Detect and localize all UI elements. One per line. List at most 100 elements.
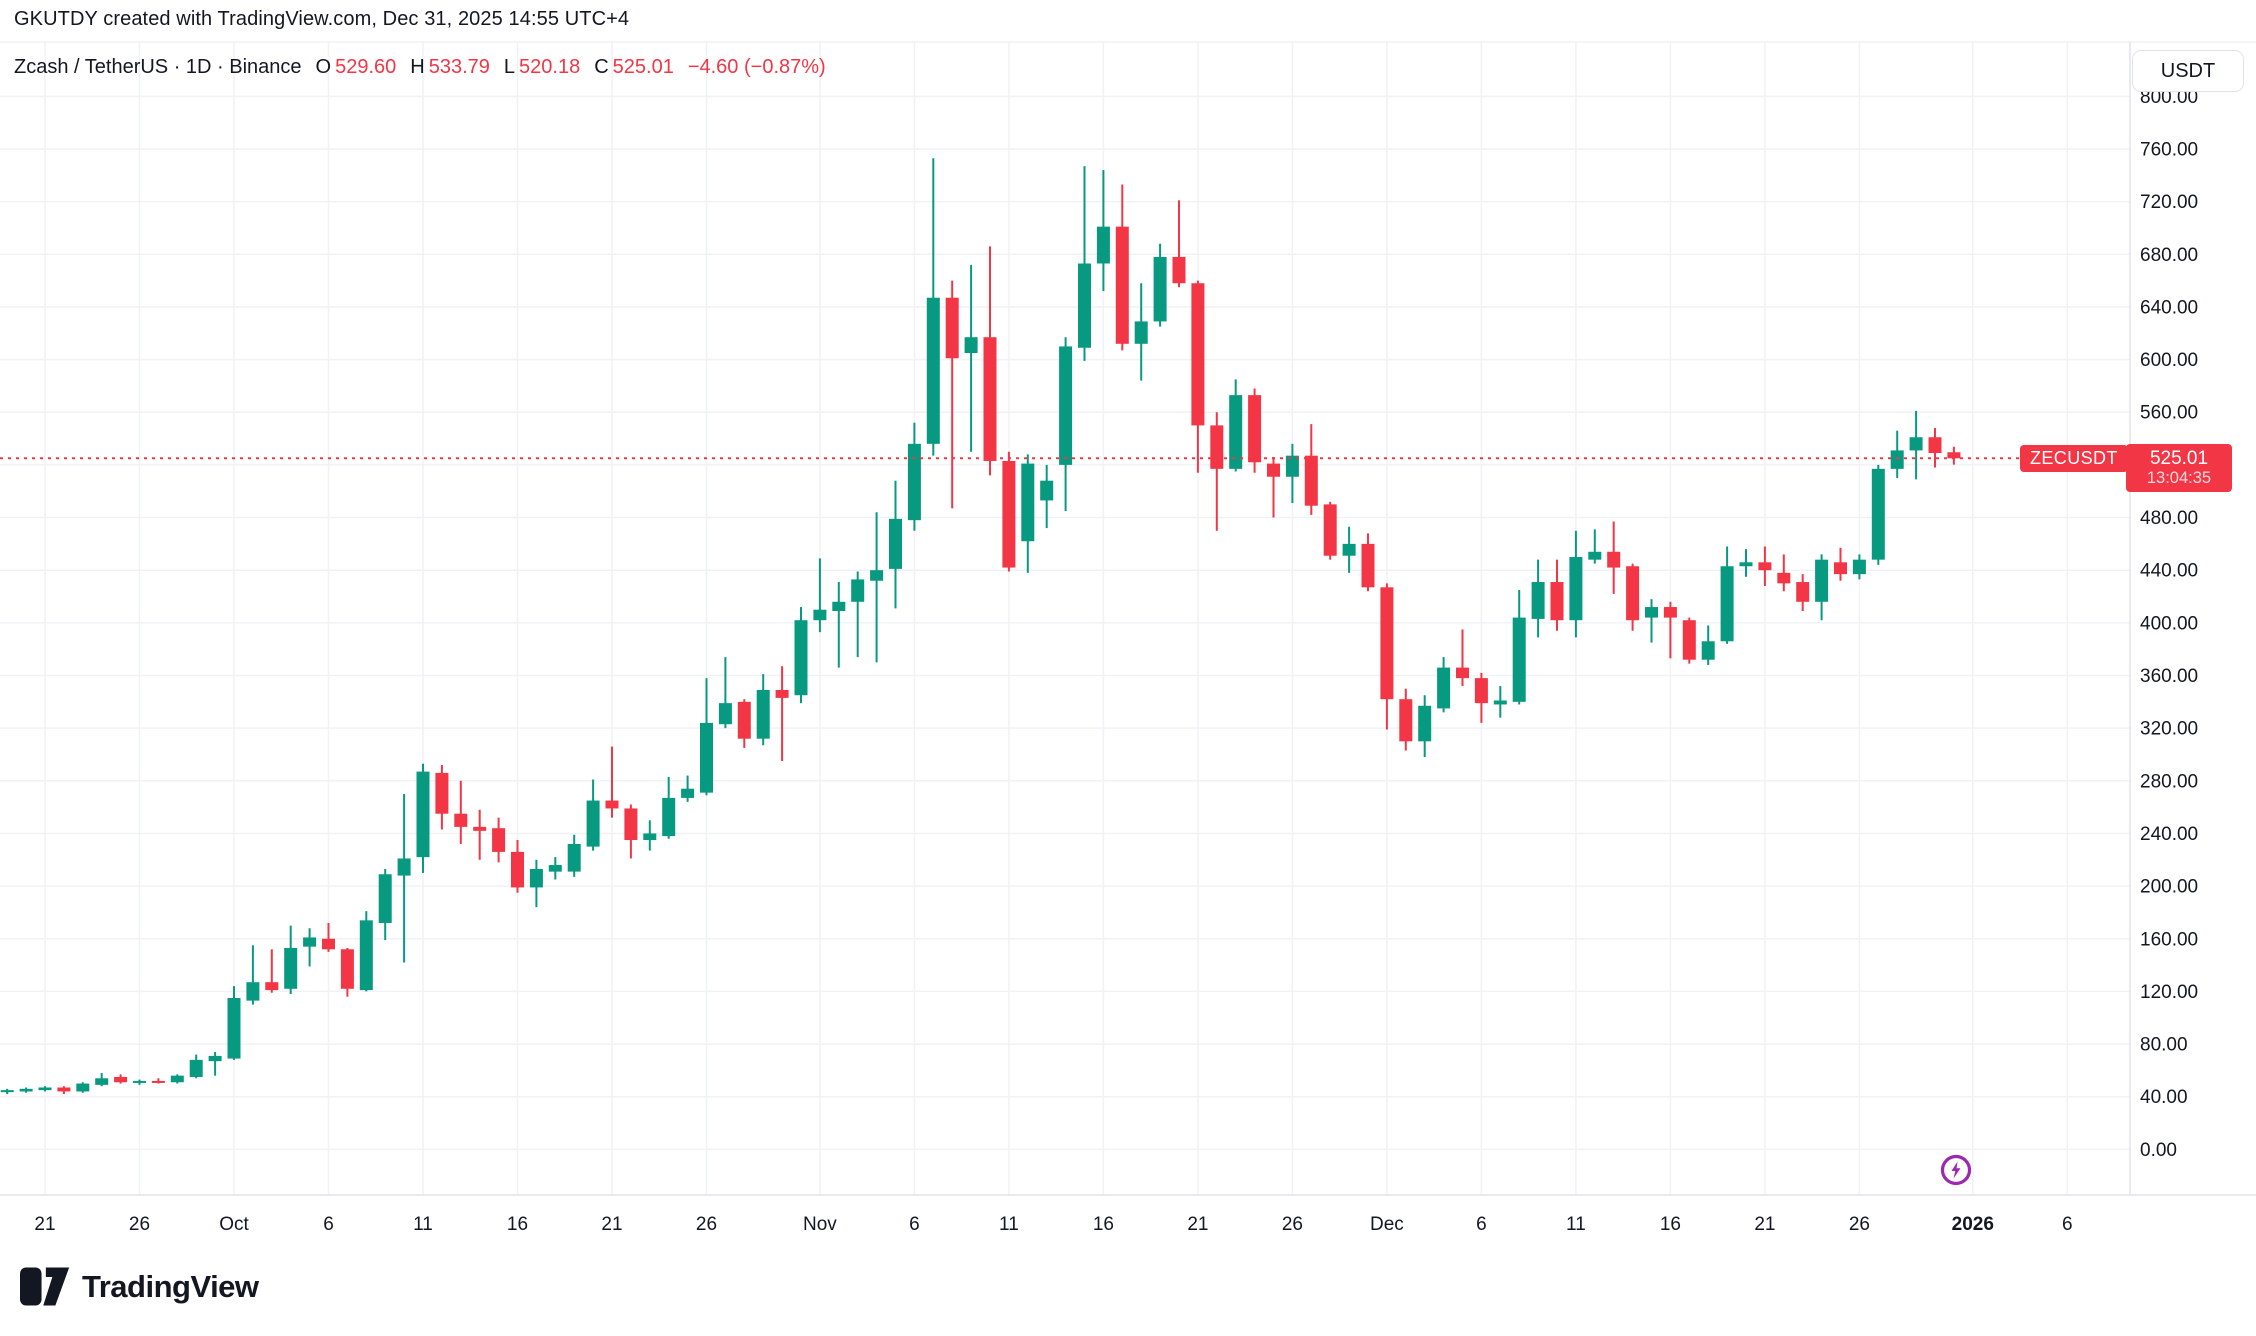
candle-body — [1361, 543, 1375, 588]
time-axis-label: Nov — [803, 1214, 837, 1235]
last-price-value: 525.01 — [2149, 447, 2209, 469]
price-axis-label: 800.00 — [2140, 87, 2198, 108]
candle-body — [378, 874, 392, 923]
price-axis-label: 320.00 — [2140, 719, 2198, 740]
candle-body — [1323, 504, 1337, 556]
tradingview-logo-text: TradingView — [82, 1268, 259, 1304]
candle-body — [1418, 705, 1432, 742]
candle-body — [1569, 557, 1583, 621]
candle-body — [1947, 452, 1961, 459]
candle-body — [1456, 667, 1469, 679]
price-axis-label: 360.00 — [2140, 666, 2198, 687]
ohlc-close: C 525.01 — [594, 56, 674, 78]
candle-body — [832, 601, 846, 612]
candle-body — [813, 609, 827, 621]
candle-body — [1663, 607, 1677, 618]
symbol-legend: Zcash / TetherUS · 1D · Binance O 529.60 … — [14, 56, 826, 79]
candle-body — [114, 1076, 128, 1083]
time-axis-label: 26 — [1849, 1214, 1870, 1235]
candle-body — [889, 518, 902, 569]
candle-body — [359, 920, 373, 991]
candle-body — [794, 620, 808, 696]
time-axis-label: 6 — [323, 1214, 334, 1235]
candle-body — [0, 1090, 14, 1093]
candle-body — [1134, 321, 1148, 344]
candle-body — [662, 797, 676, 837]
candle-body — [189, 1059, 203, 1077]
candle-body — [1172, 256, 1186, 284]
tradingview-watermark[interactable]: TradingView — [20, 1264, 259, 1309]
candle-body — [1512, 617, 1526, 702]
time-axis-label: 26 — [129, 1214, 150, 1235]
candle-body — [340, 949, 354, 989]
candle-body — [1267, 463, 1280, 477]
last-price-symbol-badge: ZECUSDT — [2020, 445, 2128, 472]
ohlc-low: L 520.18 — [503, 56, 581, 78]
candle-body — [1739, 562, 1753, 567]
candle-body — [284, 947, 298, 989]
candle-body — [548, 865, 562, 872]
time-axis-label: 16 — [1093, 1214, 1114, 1235]
candle-body — [151, 1080, 165, 1083]
candle-body — [265, 982, 279, 991]
candle-body — [1758, 562, 1772, 571]
candle-body — [1437, 667, 1451, 709]
candle-body — [1285, 455, 1299, 477]
time-axis-label: 21 — [1187, 1214, 1208, 1235]
time-axis-label: Oct — [219, 1214, 249, 1235]
candle-body — [57, 1087, 71, 1092]
candle-body — [1021, 463, 1035, 542]
price-axis-label: 720.00 — [2140, 192, 2198, 213]
candle-body — [1002, 460, 1016, 568]
time-axis-label: 16 — [507, 1214, 528, 1235]
candle-body — [76, 1083, 90, 1092]
candle-body — [1928, 437, 1942, 454]
candle-body — [1777, 572, 1791, 584]
candle-body — [756, 689, 770, 739]
candle-body — [775, 689, 789, 698]
candle-body — [454, 813, 468, 827]
time-axis-label: 21 — [1754, 1214, 1775, 1235]
candle-body — [1248, 395, 1262, 463]
candle-body — [1871, 468, 1885, 560]
candle-body — [851, 579, 865, 602]
time-axis-label: 11 — [999, 1214, 1019, 1235]
snapshot-title: GKUTDY created with TradingView.com, Dec… — [14, 8, 630, 30]
price-axis-label: 120.00 — [2140, 982, 2198, 1003]
candle-body — [322, 938, 335, 950]
candle-body — [567, 843, 581, 872]
candle-body — [1550, 582, 1564, 621]
price-axis-label: 480.00 — [2140, 508, 2198, 529]
price-axis-label: 760.00 — [2140, 139, 2198, 160]
candle-body — [1342, 543, 1356, 556]
candle-body — [737, 701, 751, 739]
candle-body — [1380, 587, 1394, 700]
candle-body — [133, 1080, 146, 1083]
time-axis-label: 6 — [909, 1214, 920, 1235]
time-axis-label: Dec — [1370, 1214, 1404, 1235]
candle-body — [586, 800, 600, 847]
candle-body — [718, 703, 732, 725]
candle-body — [643, 833, 657, 841]
currency-toggle-button[interactable]: USDT — [2132, 50, 2244, 92]
candle-body — [511, 851, 524, 888]
flash-icon[interactable] — [1938, 1152, 1974, 1188]
candle-body — [1493, 700, 1507, 705]
ohlc-high: H 533.79 — [410, 56, 490, 78]
candle-body — [1210, 425, 1224, 469]
bar-countdown: 13:04:35 — [2146, 469, 2212, 488]
candle-body — [907, 443, 921, 521]
currency-toggle-label: USDT — [2160, 59, 2216, 82]
candle-body — [1078, 263, 1091, 348]
candle-body — [170, 1075, 184, 1083]
candle-body — [1229, 395, 1243, 469]
candle-body — [1304, 455, 1318, 506]
candle-body — [1115, 226, 1129, 344]
time-axis-label: 16 — [1660, 1214, 1681, 1235]
candle-body — [435, 772, 449, 814]
candle-body — [1645, 607, 1658, 618]
candle-body — [416, 771, 430, 858]
candle-body — [1852, 559, 1866, 575]
